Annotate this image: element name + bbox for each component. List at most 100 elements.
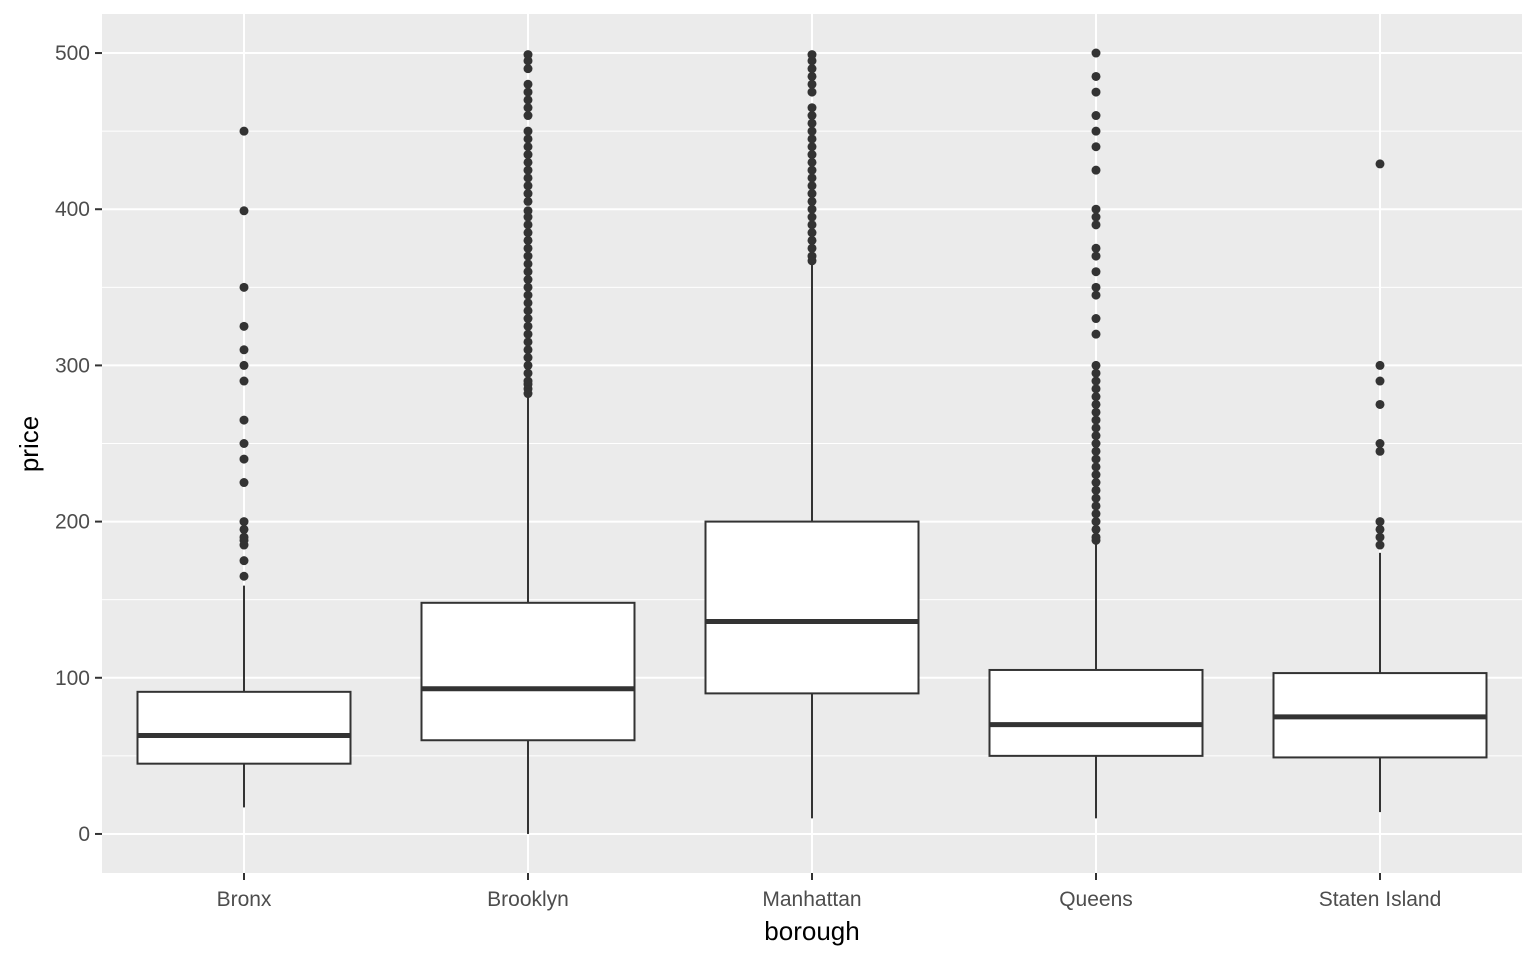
box-brooklyn	[420, 50, 636, 834]
outlier-point	[239, 439, 249, 448]
outlier-point	[1091, 493, 1101, 503]
outlier-point	[1091, 462, 1101, 472]
outlier-point	[807, 50, 817, 60]
outlier-point	[1091, 470, 1101, 480]
y-tick-label: 200	[55, 511, 90, 534]
outlier-point	[1091, 290, 1101, 300]
outlier-point	[1091, 509, 1101, 519]
outlier-point	[1091, 251, 1101, 261]
outlier-point	[523, 345, 533, 355]
outlier-point	[523, 360, 533, 370]
outlier-point	[1091, 368, 1101, 378]
outlier-point	[523, 314, 533, 324]
outlier-point	[1375, 540, 1385, 550]
outlier-point	[523, 282, 533, 292]
outlier-point	[523, 275, 533, 285]
outlier-point	[807, 189, 817, 199]
outlier-point	[239, 321, 249, 331]
x-axis: Bronx Brooklyn Manhattan Queens Staten Islan…	[217, 873, 1442, 911]
outlier-point	[523, 103, 533, 113]
box-staten-island	[1272, 159, 1488, 813]
outlier-point	[1091, 126, 1101, 136]
outlier-point	[1091, 478, 1101, 488]
outlier-point	[807, 150, 817, 160]
outlier-point	[523, 243, 533, 253]
outlier-point	[807, 79, 817, 89]
outlier-point	[807, 243, 817, 253]
outlier-point	[1091, 431, 1101, 441]
outlier-point	[239, 282, 249, 292]
outlier-point	[239, 206, 249, 216]
outlier-point	[807, 173, 817, 183]
outlier-point	[523, 95, 533, 105]
outlier-point	[807, 196, 817, 206]
outlier-point	[523, 212, 533, 222]
outlier-point	[1091, 314, 1101, 324]
outlier-point	[1091, 446, 1101, 456]
y-tick-label: 0	[78, 823, 90, 846]
box-manhattan	[704, 50, 920, 819]
outlier-point	[807, 157, 817, 167]
outlier-point	[523, 321, 533, 331]
outlier-point	[1091, 48, 1101, 58]
x-axis-title: borough	[764, 916, 859, 946]
outlier-point	[1091, 71, 1101, 81]
outlier-point	[1091, 376, 1101, 386]
y-axis: 0 100 200 300 400 500	[55, 42, 102, 846]
outlier-point	[1375, 360, 1385, 370]
x-tick-label: Manhattan	[762, 888, 861, 911]
outlier-point	[523, 368, 533, 378]
y-tick-label: 300	[55, 354, 90, 377]
outlier-point	[523, 165, 533, 175]
outlier-point	[1091, 501, 1101, 511]
outlier-point	[523, 251, 533, 261]
outlier-point	[1091, 243, 1101, 253]
outlier-point	[1091, 212, 1101, 222]
outlier-point	[523, 376, 533, 386]
outlier-point	[807, 111, 817, 121]
outlier-point	[1091, 485, 1101, 495]
outlier-point	[1091, 360, 1101, 370]
outlier-point	[523, 173, 533, 183]
outlier-point	[807, 71, 817, 81]
outlier-point	[239, 126, 249, 136]
box-iqr	[704, 520, 920, 695]
outlier-point	[807, 134, 817, 144]
outlier-point	[1375, 524, 1385, 534]
x-tick-label: Bronx	[217, 888, 272, 911]
outlier-point	[1375, 532, 1385, 542]
outlier-point	[1091, 524, 1101, 534]
outlier-point	[1091, 423, 1101, 433]
outlier-point	[239, 345, 249, 355]
outlier-point	[523, 50, 533, 60]
outlier-point	[523, 196, 533, 206]
outlier-point	[239, 571, 249, 581]
outlier-point	[807, 228, 817, 238]
box-iqr	[988, 668, 1204, 757]
outlier-point	[1091, 267, 1101, 277]
outlier-point	[807, 64, 817, 74]
outlier-point	[1091, 517, 1101, 527]
y-tick-label: 100	[55, 667, 90, 690]
y-tick-label: 400	[55, 198, 90, 221]
x-tick-label: Queens	[1059, 888, 1133, 911]
outlier-point	[523, 228, 533, 238]
x-tick-label: Staten Island	[1319, 888, 1442, 911]
x-tick-label: Brooklyn	[487, 888, 569, 911]
outlier-point	[523, 189, 533, 199]
outlier-point	[807, 118, 817, 128]
outlier-point	[523, 150, 533, 160]
outlier-point	[523, 298, 533, 308]
outlier-point	[239, 532, 249, 542]
outlier-point	[1091, 392, 1101, 402]
outlier-point	[523, 64, 533, 74]
outlier-point	[239, 415, 249, 425]
outlier-point	[807, 251, 817, 261]
box-iqr	[420, 601, 636, 742]
outlier-point	[523, 181, 533, 191]
outlier-point	[1091, 111, 1101, 121]
outlier-point	[523, 142, 533, 152]
outlier-point	[523, 337, 533, 347]
outlier-point	[807, 212, 817, 222]
